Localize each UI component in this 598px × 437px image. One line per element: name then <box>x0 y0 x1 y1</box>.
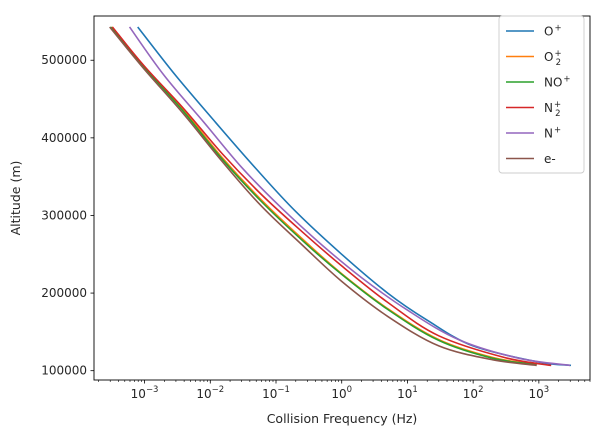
y-tick-label: 200000 <box>41 286 87 300</box>
x-tick-label: 102 <box>463 385 484 401</box>
x-tick-label: 10−3 <box>131 385 159 401</box>
y-tick-label: 500000 <box>41 53 87 67</box>
x-tick-label: 100 <box>331 385 352 401</box>
x-tick-label: 10−1 <box>262 385 290 401</box>
x-tick-label: 10−2 <box>196 385 224 401</box>
y-axis-label: Altitude (m) <box>8 161 23 236</box>
x-tick-label: 101 <box>397 385 418 401</box>
y-tick-label: 400000 <box>41 131 87 145</box>
x-axis-label: Collision Frequency (Hz) <box>267 411 418 426</box>
legend-label: N+ <box>544 126 561 141</box>
plot-lines <box>109 26 572 367</box>
legend-label: e- <box>544 152 556 166</box>
x-axis: 10−3 10−2 10−1 100 101 102 103 <box>98 380 591 401</box>
y-tick-label: 100000 <box>41 364 87 378</box>
y-tick-label: 300000 <box>41 208 87 222</box>
legend-label: N+ 2 <box>544 100 561 119</box>
legend-box <box>498 15 585 174</box>
legend: O+ O+ 2 NO+ N+ 2 N+ e- <box>498 15 585 174</box>
legend-label: O+ <box>544 24 562 39</box>
legend-label: NO+ <box>544 75 571 90</box>
y-axis: 100000 200000 300000 400000 500000 <box>41 53 94 378</box>
x-tick-label: 103 <box>529 385 550 401</box>
series-line-4 <box>128 26 571 367</box>
series-line-3 <box>111 26 552 367</box>
series-line-5 <box>109 26 537 367</box>
legend-label: O+ 2 <box>544 49 562 68</box>
series-line-2 <box>109 26 537 366</box>
